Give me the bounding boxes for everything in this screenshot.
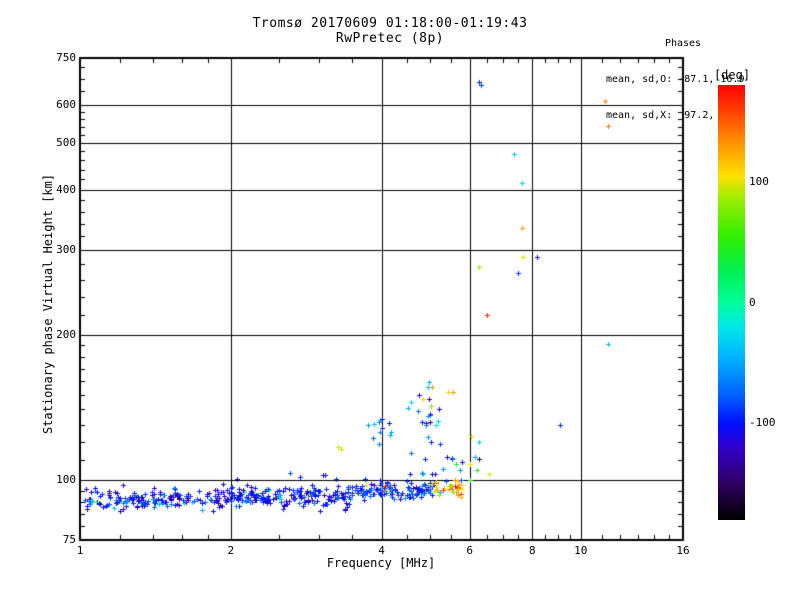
colorbar-tick-label: 0 (749, 295, 756, 309)
x-tick-label: 6 (466, 544, 473, 557)
y-tick-label: 500 (56, 135, 76, 149)
y-tick-label: 750 (56, 51, 76, 64)
x-tick-label: 2 (227, 544, 235, 557)
phase-stats-header: Phases (664, 38, 702, 49)
y-tick-label: 400 (56, 182, 76, 196)
chart-title: Tromsø 20170609 01:18:00-01:19:43 (252, 16, 528, 31)
y-tick-label: 75 (62, 533, 76, 546)
y-tick-label: 600 (56, 97, 76, 111)
x-axis-label: Frequency [MHz] (326, 556, 436, 570)
y-tick-label: 300 (56, 242, 76, 256)
colorbar-unit-label: [deg] (713, 68, 751, 82)
colorbar (718, 85, 745, 520)
x-tick-label: 10 (574, 544, 588, 557)
chart-subtitle: RwPretec (8p) (335, 31, 445, 46)
x-tick-label: 8 (528, 544, 536, 557)
colorbar-tick-label: 100 (749, 174, 769, 188)
x-tick-label: 16 (676, 544, 690, 557)
colorbar-tick-label: -100 (749, 416, 776, 430)
x-tick-label: 1 (76, 544, 84, 557)
x-tick-label: 4 (378, 544, 385, 557)
phase-stats-o-mode: mean, sd,O: -87.1, 16.9 (606, 74, 745, 85)
y-tick-label: 100 (56, 472, 76, 486)
y-tick-label: 200 (56, 327, 76, 341)
